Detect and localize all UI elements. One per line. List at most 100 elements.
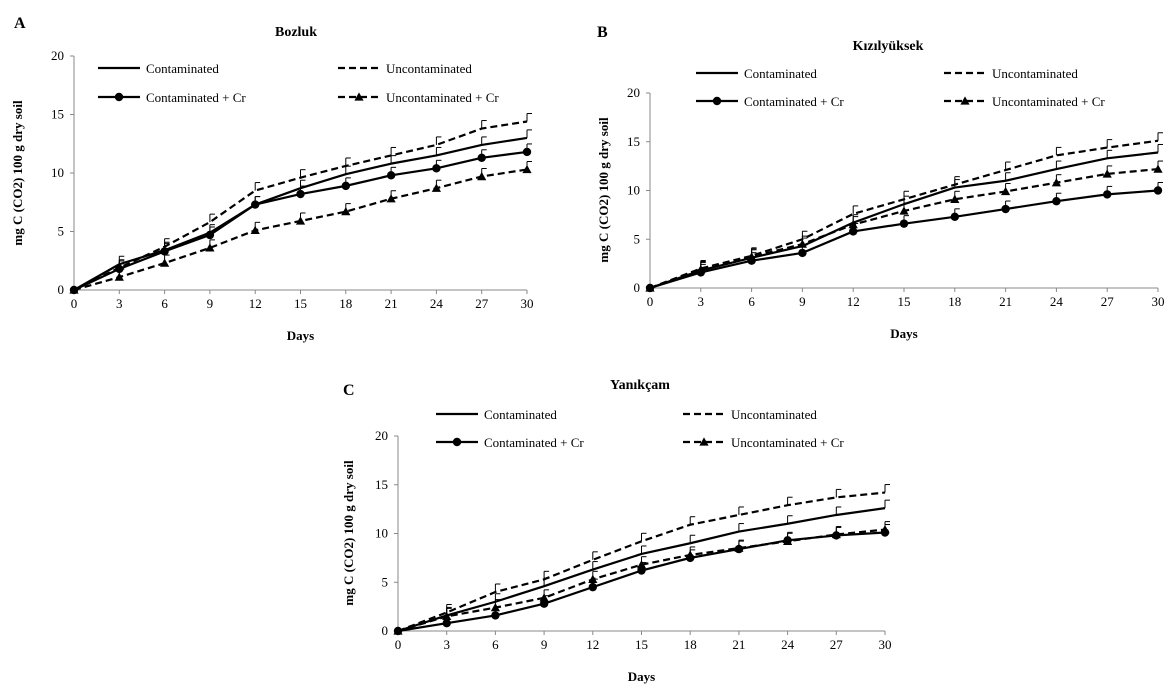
panel-a-ytick-label: 20 <box>51 48 64 63</box>
panel-a-series-uncontaminated-cr-point <box>160 258 170 267</box>
panel-a-legend-label: Contaminated <box>146 61 219 76</box>
panel-b-series-contaminated-cr-point <box>899 219 909 228</box>
panel-c-xtick-label: 3 <box>443 637 450 652</box>
panel-c-series-uncontaminated-cr-point <box>831 529 841 539</box>
panel-b-series-uncontaminated-cr-point <box>848 220 858 229</box>
panel-c-xtick-label: 15 <box>635 637 648 652</box>
panel-a-letter: A <box>14 15 26 32</box>
panel-c-legend-label: Uncontaminated + Cr <box>731 435 844 450</box>
panel-a-ytick-label: 5 <box>58 224 65 239</box>
panel-b-ytick-label: 0 <box>634 280 641 295</box>
panel-b-xtick-label: 21 <box>999 294 1012 309</box>
panel-a-series-uncontaminated-cr-point <box>431 183 441 192</box>
panel-b-series-uncontaminated-cr-point <box>950 194 960 203</box>
panel-a-ytick-label: 10 <box>51 165 64 180</box>
panel-b-series-uncontaminated-cr-point <box>899 206 909 215</box>
panel-b-x-axis-label: Days <box>890 326 917 341</box>
panel-a-xtick-label: 27 <box>475 296 489 311</box>
panel-c-series-contaminated-cr-point <box>588 582 597 592</box>
panel-c-x-axis-label: Days <box>628 669 655 684</box>
panel-b-series-uncontaminated-cr <box>645 160 1163 292</box>
panel-b-series-uncontaminated-cr-point <box>797 239 807 248</box>
panel-a-series-contaminated-cr-point <box>296 189 305 199</box>
panel-c-series-uncontaminated-cr-point <box>783 536 793 545</box>
panel-a-legend-label: Uncontaminated <box>386 61 472 76</box>
panel-c-series-uncontaminated-cr-point <box>588 574 598 584</box>
panel-c-legend-item: Contaminated <box>436 407 557 422</box>
panel-b-ytick-label: 10 <box>627 183 640 198</box>
panel-c-xtick-label: 6 <box>492 637 499 652</box>
panel-b-series-contaminated-cr-point <box>849 227 858 236</box>
panel-b-legend-label: Uncontaminated + Cr <box>992 94 1105 109</box>
panel-c-ytick-label: 15 <box>375 477 388 492</box>
panel-a-series-contaminated-cr-point <box>477 153 486 162</box>
panel-b-series-contaminated-cr-point <box>1153 186 1163 195</box>
panel-b-y-axis-label: mg C (CO2) 100 g dry soil <box>596 117 611 263</box>
panel-b-legend-item: Uncontaminated + Cr <box>944 94 1105 109</box>
panel-a-xtick-label: 15 <box>294 296 307 311</box>
panel-b-series-contaminated-cr-point <box>798 248 807 258</box>
panel-a-series-contaminated-cr-point <box>251 200 260 209</box>
panel-a-series-uncontaminated-cr-point <box>295 216 306 225</box>
panel-b-xtick-label: 18 <box>948 294 961 309</box>
panel-c-series-uncontaminated-cr-line <box>397 528 886 633</box>
panel-a-series-uncontaminated <box>73 113 532 291</box>
panel-a-legend-item: Uncontaminated + Cr <box>338 90 499 105</box>
panel-c-series-uncontaminated-cr-point <box>442 611 452 621</box>
panel-a-xtick-label: 30 <box>521 296 534 311</box>
panel-c-series-uncontaminated-cr <box>393 521 890 635</box>
panel-b-xtick-label: 0 <box>647 294 654 309</box>
panel-a-series-contaminated-cr-point <box>205 230 215 240</box>
panel-c-letter: C <box>343 382 355 399</box>
panel-a-legend-label: Contaminated + Cr <box>146 90 246 105</box>
panel-a-series-uncontaminated-cr-point <box>386 194 396 203</box>
panel-a-series-contaminated-cr-point <box>160 247 169 256</box>
panel-b-xtick-label: 12 <box>847 294 860 309</box>
panel-c-series-uncontaminated-cr-point <box>539 593 549 602</box>
panel-a-ytick-label: 0 <box>58 282 65 297</box>
panel-b-xtick-label: 9 <box>799 294 806 309</box>
panel-a-series-uncontaminated-line <box>73 120 528 291</box>
panel-c-series-uncontaminated-cr-point <box>685 550 695 559</box>
panel-a-xtick-label: 6 <box>161 296 168 311</box>
panel-b-legend-label: Contaminated + Cr <box>744 94 844 109</box>
panel-a-xtick-label: 21 <box>385 296 398 311</box>
panel-a-series-uncontaminated-cr-point <box>69 285 79 294</box>
panel-a-xtick-label: 18 <box>339 296 352 311</box>
panel-a-series-uncontaminated-cr-point <box>114 272 124 281</box>
panel-a-ytick-label: 15 <box>51 107 64 122</box>
panel-c-series-uncontaminated-cr-point <box>393 626 403 635</box>
panel-a-y-axis-label: mg C (CO2) 100 g dry soil <box>10 100 25 246</box>
panel-a-series-uncontaminated-cr-point <box>477 171 487 181</box>
panel-c-legend-label: Uncontaminated <box>731 407 817 422</box>
panel-c-series-uncontaminated-cr-point <box>490 603 500 612</box>
panel-c: C Yanıkçam 0 5 10 15 20 0 3 6 9 12 15 18 21 24 27 30 Days m… <box>341 378 892 684</box>
panel-c-xtick-label: 30 <box>879 637 892 652</box>
panel-c-legend-marker <box>699 437 709 446</box>
panel-c-ytick-label: 5 <box>382 574 389 589</box>
panel-c-ytick-label: 20 <box>375 428 388 443</box>
panel-b-series-contaminated-cr-point <box>1001 204 1010 214</box>
panel-b: B Kızılyüksek 0 5 10 15 20 0 3 6 9 12 15 18 21 24 27 30 Da… <box>596 24 1165 341</box>
panel-b-xtick-label: 6 <box>748 294 755 309</box>
panel-a-series-uncontaminated-cr <box>69 160 532 294</box>
panel-b-series-uncontaminated-cr-point <box>747 252 757 261</box>
panel-a-legend-marker <box>114 92 124 102</box>
panel-b-series-uncontaminated-cr-point <box>1153 164 1163 173</box>
panel-b-legend-label: Contaminated <box>744 66 817 81</box>
panel-c-series-contaminated-cr-point <box>442 619 451 628</box>
panel-a-legend-item: Contaminated <box>98 61 219 76</box>
panel-a-series-contaminated-cr-point <box>522 147 532 157</box>
panel-a-series-uncontaminated-cr-point <box>522 164 532 174</box>
panel-c-xtick-label: 27 <box>830 637 844 652</box>
panel-c-legend-item: Uncontaminated <box>683 407 817 422</box>
panel-c-ytick-label: 10 <box>375 526 388 541</box>
panel-a-legend-label: Uncontaminated + Cr <box>386 90 499 105</box>
panel-c-series-uncontaminated-cr-point <box>880 525 890 534</box>
panel-c-legend-label: Contaminated + Cr <box>484 435 584 450</box>
panel-a-series-contaminated <box>73 129 532 291</box>
panel-a-series-contaminated-cr-point <box>386 171 396 180</box>
panel-c-legend-marker <box>452 437 462 447</box>
panel-b-legend-label: Uncontaminated <box>992 66 1078 81</box>
